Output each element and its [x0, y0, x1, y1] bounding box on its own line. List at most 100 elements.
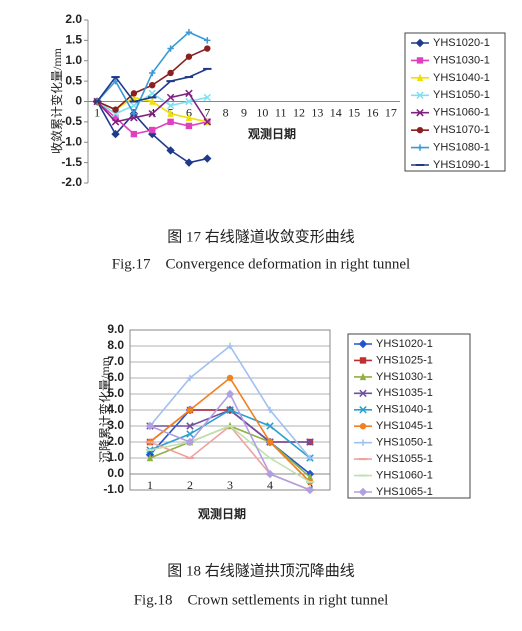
marker [186, 422, 194, 430]
x-axis-label: 观测日期 [198, 506, 246, 521]
marker [416, 126, 424, 134]
y-tick-label: 0 [75, 94, 82, 108]
y-tick-label: 5.0 [107, 386, 124, 400]
marker [186, 430, 194, 438]
y-tick-label: 4.0 [107, 402, 124, 416]
legend-label: YHS1080-1 [433, 141, 490, 153]
marker [111, 118, 120, 126]
marker [184, 158, 194, 167]
legend-label: YHS1040-1 [376, 404, 433, 416]
x-tick-label: 17 [385, 105, 397, 119]
marker [185, 113, 193, 121]
y-tick-label: 1.0 [107, 450, 124, 464]
x-tick-label: 6 [186, 105, 192, 119]
legend-label: YHS1070-1 [433, 124, 490, 136]
x-tick-label: 12 [293, 105, 305, 119]
marker [185, 53, 193, 60]
x-tick-label: 1 [94, 105, 100, 119]
marker [359, 357, 367, 364]
x-axis-label: 观测日期 [248, 126, 296, 141]
marker [415, 38, 425, 48]
marker [186, 374, 194, 382]
marker [145, 421, 155, 431]
x-tick-label: 4 [267, 478, 273, 492]
y-tick-label: 1.5 [65, 33, 82, 47]
marker [185, 122, 193, 130]
marker [204, 37, 211, 44]
legend-label: YHS1050-1 [433, 89, 490, 101]
y-tick-label: 8.0 [107, 338, 124, 352]
y-tick-label: -0.5 [61, 114, 82, 128]
y-tick-label: 2.0 [107, 434, 124, 448]
marker [306, 438, 314, 446]
y-tick-label: 2.0 [65, 12, 82, 26]
marker [112, 106, 119, 113]
y-tick-label: -1.0 [103, 482, 124, 496]
y-tick-label: 0.5 [65, 73, 82, 87]
legend-label: YHS1020-1 [433, 37, 490, 49]
legend-label: YHS1060-1 [376, 469, 433, 481]
x-tick-label: 3 [227, 478, 233, 492]
x-tick-label: 2 [187, 478, 193, 492]
y-tick-label: -2.0 [61, 175, 82, 189]
caption-en: Fig.18 Crown settlements in right tunnel [134, 592, 389, 608]
marker [358, 339, 368, 349]
marker [185, 437, 195, 447]
y-tick-label: 6.0 [107, 370, 124, 384]
x-tick-label: 9 [241, 105, 247, 119]
marker [225, 389, 235, 399]
marker [203, 118, 212, 126]
marker [167, 45, 174, 52]
marker [185, 29, 193, 36]
marker [416, 57, 424, 64]
plot-frame [129, 329, 331, 491]
marker [266, 406, 274, 414]
legend-label: YHS1035-1 [376, 387, 433, 399]
caption: 图 17 右线隧道收敛变形曲线 [167, 228, 355, 245]
marker [148, 109, 156, 118]
x-tick-label: 8 [223, 105, 229, 119]
marker [146, 453, 154, 462]
marker [416, 73, 424, 82]
legend-label: YHS1090-1 [433, 159, 490, 171]
marker [112, 114, 119, 121]
marker [111, 129, 120, 139]
marker [359, 406, 367, 414]
legend-label: YHS1040-1 [433, 72, 490, 84]
y-tick-label: -1.5 [61, 155, 82, 169]
marker [226, 406, 234, 414]
legend-label: YHS1030-1 [376, 371, 433, 383]
y-axis-label: 沉降累计变化量/mm [97, 356, 112, 463]
x-tick-label: 1 [147, 478, 153, 492]
marker [149, 69, 156, 77]
marker [266, 422, 274, 430]
legend-label: YHS1030-1 [433, 54, 490, 66]
legend-label: YHS1065-1 [376, 486, 433, 498]
marker [185, 89, 193, 98]
y-tick-label: -1.0 [61, 134, 82, 148]
marker [359, 389, 367, 398]
marker [359, 372, 367, 381]
marker [305, 485, 315, 495]
x-tick-label: 16 [366, 105, 378, 119]
legend-label: YHS1060-1 [433, 107, 490, 119]
x-tick-label: 11 [275, 105, 287, 119]
marker [149, 97, 156, 105]
x-tick-label: 13 [311, 105, 323, 119]
caption-en: Fig.17 Convergence deformation in right … [112, 256, 410, 272]
y-tick-label: 7.0 [107, 354, 124, 368]
legend-box [404, 32, 506, 172]
marker [130, 130, 138, 138]
marker [204, 45, 211, 52]
marker [167, 109, 174, 117]
y-tick-label: 0.0 [107, 466, 124, 480]
legend-box [347, 333, 471, 499]
x-tick-label: 15 [348, 105, 360, 119]
marker [149, 126, 156, 134]
legend-label: YHS1045-1 [376, 420, 433, 432]
marker [416, 144, 424, 151]
legend-label: YHS1050-1 [376, 437, 433, 449]
marker [130, 110, 138, 117]
y-tick-label: 3.0 [107, 418, 124, 432]
